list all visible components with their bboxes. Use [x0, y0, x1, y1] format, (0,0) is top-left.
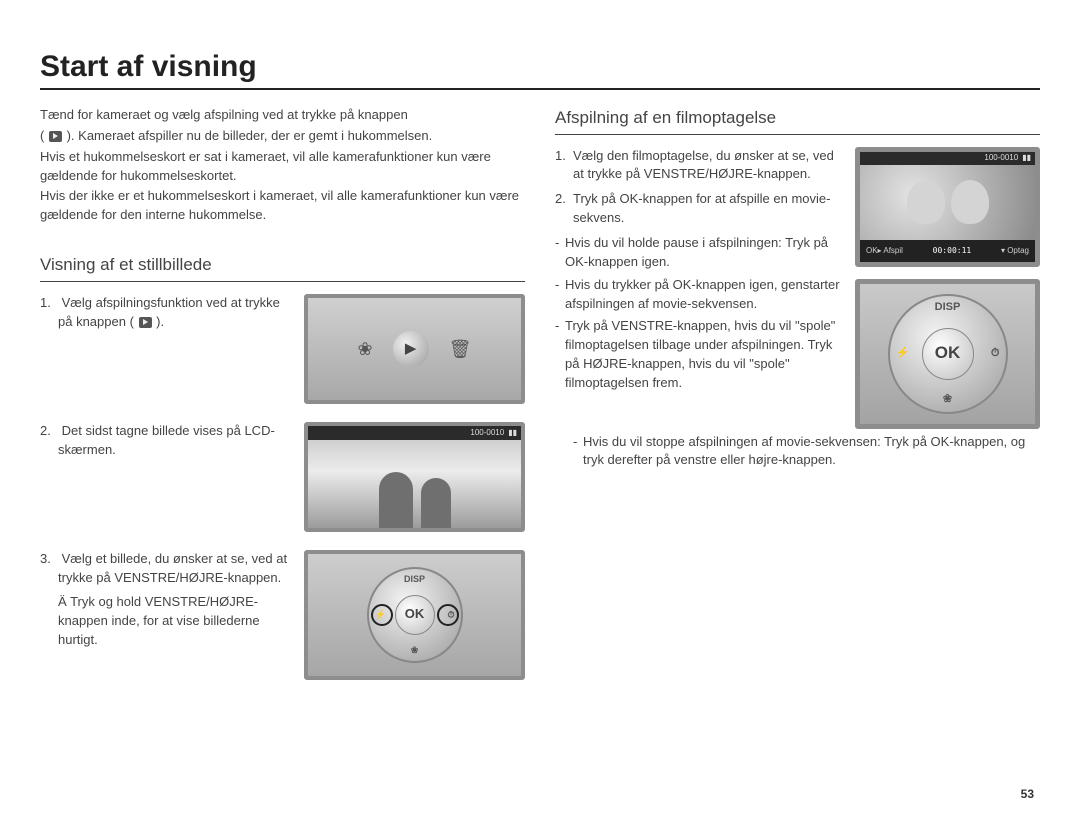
- play-button-icon: ▶: [393, 331, 429, 367]
- ok-button-label: OK: [395, 595, 435, 635]
- step3-num: 3.: [40, 550, 58, 569]
- illustration-ok-dial: DISP ❀ ⚡ ⏱ OK: [304, 550, 525, 680]
- r-dash1: Hvis du vil holde pause i afspilningen: …: [555, 234, 841, 272]
- intro-line2: Hvis et hukommelseskort er sat i kamerae…: [40, 148, 525, 186]
- ok-button-label: OK: [922, 328, 974, 380]
- step2-text: 2. Det sidst tagne billede vises på LCD-…: [40, 422, 290, 460]
- illustration-movie-lcd: 100-0010 ▮▮ OK▸ Afspil 00:00:11 ▾: [855, 147, 1040, 267]
- illustration-lcd-photo: 100-0010 ▮▮: [304, 422, 525, 532]
- note-body: Tryk og hold VENSTRE/HØJRE-knappen inde,…: [58, 594, 260, 647]
- page-title: Start af visning: [40, 50, 1040, 90]
- right-images: 100-0010 ▮▮ OK▸ Afspil 00:00:11 ▾: [855, 147, 1040, 429]
- play-mode-icon: [139, 317, 152, 328]
- rec-hint-icon: ▾: [1001, 246, 1005, 255]
- illustration-playback-button: ❀ ▶ 🗑: [304, 294, 525, 404]
- step2-row: 2. Det sidst tagne billede vises på LCD-…: [40, 422, 525, 532]
- play-hint-icon: OK▸: [866, 246, 882, 255]
- battery-icon: ▮▮: [508, 427, 517, 439]
- left-highlight-ring: [371, 604, 393, 626]
- r-dash4: Hvis du vil stoppe afspilningen af movie…: [555, 433, 1040, 471]
- battery-icon: ▮▮: [1022, 152, 1031, 164]
- play-mode-icon: [49, 131, 62, 142]
- step1-num: 1.: [40, 294, 58, 313]
- couple-photo-placeholder: [860, 165, 1035, 240]
- dial-left-icon: ⚡: [896, 346, 910, 362]
- step1-end: ).: [156, 314, 164, 329]
- step3-row: 3. Vælg et billede, du ønsker at se, ved…: [40, 550, 525, 680]
- left-column: Tænd for kameraet og vælg afspilning ved…: [40, 106, 525, 698]
- step1-body: Vælg afspilningsfunktion ved at trykke p…: [58, 295, 280, 329]
- illustration-ok-dial-large: DISP ❀ ⚡ ⏱ OK: [855, 279, 1040, 429]
- play-hint-label: Afspil: [883, 246, 903, 255]
- intro-block: Tænd for kameraet og vælg afspilning ved…: [40, 106, 525, 225]
- wedding-photo-placeholder: [308, 440, 521, 528]
- intro-line1b: (: [40, 128, 44, 143]
- page-number: 53: [1021, 787, 1034, 801]
- flower-icon: ❀: [358, 336, 373, 362]
- r-step2: Tryk på OK-knappen for at afspille en mo…: [573, 191, 830, 225]
- intro-line1a: Tænd for kameraet og vælg afspilning ved…: [40, 107, 408, 122]
- nav-dial: DISP ❀ ⚡ ⏱ OK: [367, 567, 463, 663]
- lcd-filecount: 100-0010: [470, 427, 504, 439]
- r-step1-num: 1.: [555, 147, 566, 166]
- step3-body: Vælg et billede, du ønsker at se, ved at…: [58, 551, 287, 585]
- rec-hint-label: Optag: [1007, 246, 1029, 255]
- r-dash2: Hvis du trykker på OK-knappen igen, gens…: [555, 276, 841, 314]
- step1-text: 1. Vælg afspilningsfunktion ved at trykk…: [40, 294, 290, 332]
- content-columns: Tænd for kameraet og vælg afspilning ved…: [40, 106, 1040, 698]
- right-column: Afspilning af en filmoptagelse 1. Vælg d…: [555, 106, 1040, 698]
- nav-dial-large: DISP ❀ ⚡ ⏱ OK: [888, 294, 1008, 414]
- right-body: 1. Vælg den filmoptagelse, du ønsker at …: [555, 147, 1040, 429]
- step3-text: 3. Vælg et billede, du ønsker at se, ved…: [40, 550, 290, 650]
- dial-bottom-icon: ❀: [411, 644, 419, 657]
- right-highlight-ring: [437, 604, 459, 626]
- movie-filecount: 100-0010: [984, 152, 1018, 164]
- intro-line3: Hvis der ikke er et hukommelseskort i ka…: [40, 187, 525, 225]
- dial-top-label: DISP: [935, 300, 961, 316]
- step2-num: 2.: [40, 422, 58, 441]
- r-step1: Vælg den filmoptagelse, du ønsker at se,…: [573, 148, 834, 182]
- movie-timer: 00:00:11: [933, 245, 972, 257]
- trash-icon: 🗑: [449, 336, 472, 362]
- right-text: 1. Vælg den filmoptagelse, du ønsker at …: [555, 147, 841, 429]
- right-heading: Afspilning af en filmoptagelse: [555, 106, 1040, 135]
- step3-note: Ä Tryk og hold VENSTRE/HØJRE-knappen ind…: [58, 593, 290, 650]
- dial-top-label: DISP: [404, 573, 425, 586]
- dial-bottom-icon: ❀: [943, 392, 952, 408]
- r-step2-num: 2.: [555, 190, 566, 209]
- intro-line1c: ). Kameraet afspiller nu de billeder, de…: [67, 128, 433, 143]
- r-dash3: Tryk på VENSTRE-knappen, hvis du vil "sp…: [555, 317, 841, 392]
- step1-row: 1. Vælg afspilningsfunktion ved at trykk…: [40, 294, 525, 404]
- note-mark: Ä: [58, 594, 67, 609]
- left-heading: Visning af et stillbillede: [40, 253, 525, 282]
- dial-right-icon: ⏱: [991, 346, 1000, 362]
- step2-body: Det sidst tagne billede vises på LCD-skæ…: [58, 423, 275, 457]
